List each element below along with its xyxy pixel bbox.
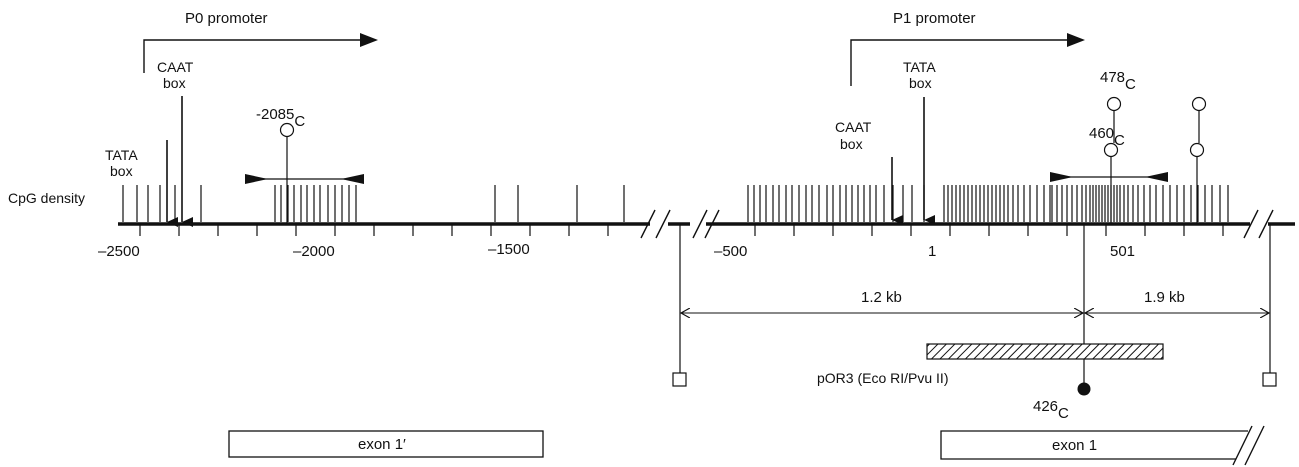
tata-box-left-label-line2: box xyxy=(110,163,133,179)
site-426c-label: 426C xyxy=(1033,398,1069,422)
site-right-lollipop-lower xyxy=(1189,142,1205,224)
site-460c-sub: C xyxy=(1114,132,1125,149)
site-2085c-lollipop xyxy=(279,122,295,224)
tata-box-right-label-line2: box xyxy=(909,75,932,91)
exon-1-prime-box xyxy=(228,430,544,458)
exon-1-box xyxy=(940,430,1248,460)
caat-box-left-label-line1: CAAT xyxy=(157,59,194,75)
site-426c-sub: C xyxy=(1058,405,1069,422)
site-478c-label: 478C xyxy=(1100,69,1136,93)
exon-1-prime-label: exon 1′ xyxy=(358,436,406,453)
cpg-density-ticks xyxy=(122,185,1229,222)
exon-break-marks xyxy=(1232,425,1265,466)
site-right-lollipop-upper xyxy=(1191,96,1207,143)
site-426c-number: 426 xyxy=(1033,398,1058,415)
cpg-density-label: CpG density xyxy=(8,190,85,206)
axis-tick-label-minus1500: –1500 xyxy=(488,241,530,258)
caat-box-right-label-line2: box xyxy=(840,136,863,152)
p1-promoter-arrow xyxy=(850,33,1085,86)
restriction-site-right-square xyxy=(1262,372,1277,387)
site-2085c-number: -2085 xyxy=(256,106,294,123)
axis-tick-label-1: 1 xyxy=(928,243,936,260)
caat-box-left-label-line2: box xyxy=(163,75,186,91)
axis-tick-label-minus2000: –2000 xyxy=(293,243,335,260)
axis-break-right xyxy=(1243,209,1274,239)
site-478c-lollipop xyxy=(1106,96,1122,143)
tata-box-right-label-line1: TATA xyxy=(903,59,936,75)
axis-tick-label-minus2500: –2500 xyxy=(98,243,140,260)
p0-promoter-arrow xyxy=(143,33,378,73)
probe-label: pOR3 (Eco RI/Pvu II) xyxy=(817,370,948,386)
site-478c-number: 478 xyxy=(1100,69,1125,86)
probe-hatched-bar xyxy=(926,343,1164,360)
p1-promoter-label: P1 promoter xyxy=(893,10,976,27)
site-460c-number: 460 xyxy=(1089,125,1114,142)
caat-box-right-label-line1: CAAT xyxy=(835,119,872,135)
site-460c-lollipop xyxy=(1103,142,1119,224)
axis-break-mid xyxy=(692,209,720,239)
axis-scale-ticks xyxy=(139,224,1224,236)
p0-promoter-label: P0 promoter xyxy=(185,10,268,27)
site-426c-filled-dot xyxy=(1077,382,1091,396)
site-2085c-sub: C xyxy=(294,113,305,130)
site-478c-sub: C xyxy=(1125,76,1136,93)
tata-box-left-label-line1: TATA xyxy=(105,147,138,163)
site-460c-label: 460C xyxy=(1089,125,1125,149)
axis-break-left xyxy=(640,209,671,239)
axis-tick-label-501: 501 xyxy=(1110,243,1135,260)
exon-1-label: exon 1 xyxy=(1052,437,1097,454)
distance-label-1-2kb: 1.2 kb xyxy=(861,289,902,306)
site-2085c-label: -2085C xyxy=(256,106,305,130)
primer-arrows-right xyxy=(1050,172,1168,182)
axis-tick-label-minus500: –500 xyxy=(714,243,747,260)
restriction-site-left-square xyxy=(672,372,687,387)
distance-label-1-9kb: 1.9 kb xyxy=(1144,289,1185,306)
primer-arrows-left xyxy=(245,174,364,184)
